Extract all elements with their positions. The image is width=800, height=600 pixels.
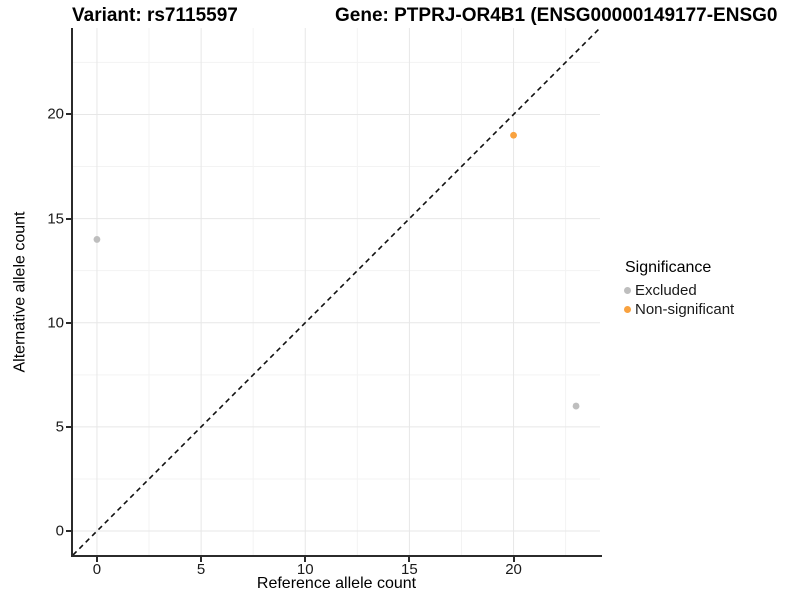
y-tick-label: 0: [55, 522, 64, 540]
plot-svg: [72, 27, 601, 556]
y-tick-mark: [66, 113, 71, 116]
x-axis-title: Reference allele count: [256, 575, 417, 592]
x-tick-mark: [304, 557, 307, 562]
x-tick-mark: [408, 557, 411, 562]
x-tick-label: 10: [296, 561, 314, 578]
y-axis-line: [71, 28, 73, 557]
x-axis-line: [71, 555, 602, 557]
plot-title-variant: Variant: rs7115597: [72, 5, 238, 26]
legend-key-dot: [624, 287, 631, 294]
legend-items: Excluded Non-significant: [620, 281, 734, 319]
legend-item: Excluded: [620, 281, 734, 300]
legend-item-label: Non-significant: [635, 301, 735, 318]
legend-title: Significance: [625, 259, 712, 276]
y-tick-mark: [66, 217, 71, 220]
y-tick-mark: [66, 321, 71, 324]
y-tick-label: 15: [47, 210, 64, 228]
legend: Significance Excluded Non-significant: [620, 259, 734, 319]
x-tick-mark: [200, 557, 203, 562]
plot-panel: [72, 27, 601, 556]
x-tick-label: 15: [401, 561, 418, 578]
identity-line: [72, 27, 601, 556]
legend-item-label: Excluded: [635, 282, 697, 299]
y-tick-mark: [66, 425, 71, 428]
x-tick-label: 20: [505, 561, 522, 578]
y-tick-label: 10: [47, 314, 64, 332]
data-point-excluded: [93, 236, 101, 243]
legend-item: Non-significant: [620, 300, 734, 319]
y-tick-mark: [66, 530, 71, 533]
x-tick-label: 5: [196, 561, 206, 578]
x-tick-mark: [512, 557, 515, 562]
y-tick-label: 5: [55, 418, 64, 436]
x-tick-label: 0: [92, 561, 102, 578]
legend-key-dot: [624, 306, 631, 313]
y-axis-title: Alternative allele count: [11, 211, 29, 373]
plot-title-gene: Gene: PTPRJ-OR4B1 (ENSG00000149177-ENSG0: [335, 5, 778, 26]
data-point-excluded: [572, 402, 580, 410]
data-point-non-significant: [510, 131, 517, 139]
x-tick-mark: [95, 557, 98, 562]
y-tick-label: 20: [47, 105, 64, 123]
